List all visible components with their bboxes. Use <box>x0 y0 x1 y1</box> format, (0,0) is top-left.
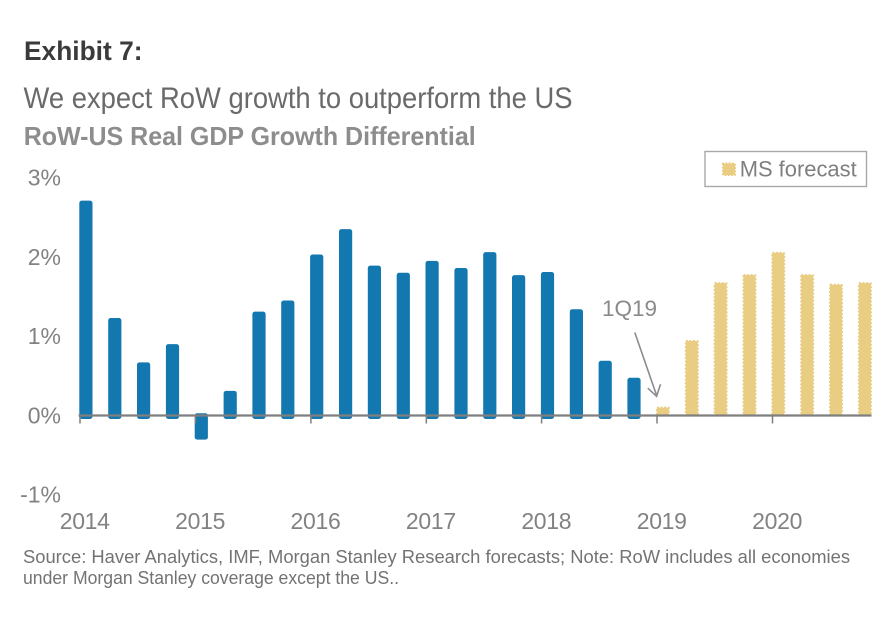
svg-text:-1%: -1% <box>20 482 61 508</box>
svg-text:MS forecast: MS forecast <box>740 156 858 181</box>
svg-text:RoW-US Real GDP Growth Differe: RoW-US Real GDP Growth Differential <box>24 121 476 151</box>
svg-text:2014: 2014 <box>60 508 110 534</box>
svg-text:2017: 2017 <box>406 508 456 534</box>
svg-text:Source: Haver Analytics, IMF,: Source: Haver Analytics, IMF, Morgan Sta… <box>23 547 850 567</box>
svg-text:2019: 2019 <box>637 508 687 534</box>
svg-text:3%: 3% <box>28 165 61 191</box>
svg-text:1%: 1% <box>28 323 61 349</box>
svg-text:2020: 2020 <box>752 508 802 534</box>
svg-text:1Q19: 1Q19 <box>602 296 657 321</box>
svg-text:under Morgan Stanley coverage: under Morgan Stanley coverage except the… <box>23 568 399 588</box>
svg-text:We expect RoW growth to outper: We expect RoW growth to outperform the U… <box>24 82 573 115</box>
svg-text:2%: 2% <box>28 244 61 270</box>
svg-text:Exhibit 7:: Exhibit 7: <box>24 36 143 66</box>
svg-text:2015: 2015 <box>175 508 225 534</box>
svg-text:2016: 2016 <box>291 508 341 534</box>
svg-text:2018: 2018 <box>521 508 571 534</box>
svg-text:0%: 0% <box>28 402 61 428</box>
